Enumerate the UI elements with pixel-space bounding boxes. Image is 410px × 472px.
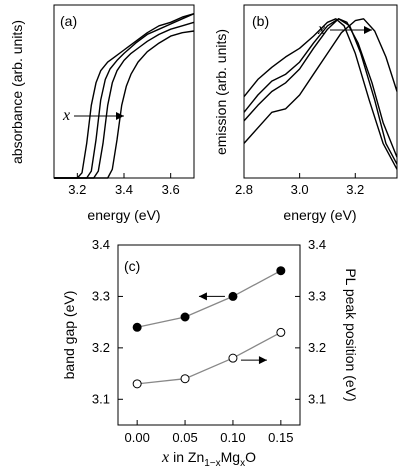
panel-a-series-0 [54,13,195,179]
panel-a-arrow-head [116,112,124,120]
panel-c-xtick-label-1: 0.05 [172,430,197,445]
panel-c-label: (c) [124,258,140,274]
panel-a-ylabel: absorbance (arb. units) [9,20,25,164]
panel-b-ylabel: emission (arb. units) [213,29,229,155]
panel-c-y2label: PL peak position (eV) [343,268,359,401]
panel-a: (a) 3.2 3.4 3.6 energy (eV) absorbance (ar… [9,4,195,223]
panel-b-series-3 [243,18,398,144]
panel-a-xtick-label-2: 3.6 [162,182,180,197]
panel-c: (c) 0.00 0.05 0.10 0.15 3.1 3.1 3.2 3.2 3.3 3.3 3.… [61,237,359,469]
panel-b-curves [243,18,398,170]
panel-c-ytick-label-left-2: 3.3 [92,288,110,303]
panel-c-point-1-3 [276,327,286,337]
panel-c-line-0 [137,270,282,328]
panel-c-series [132,266,286,389]
panel-a-xlabel: energy (eV) [87,207,160,223]
panel-c-ytick-label-left-0: 3.1 [92,391,110,406]
panel-c-arrow-head-1 [258,356,267,365]
panel-c-xlabel-sub2: x [240,458,245,469]
panel-c-xtick-label-3: 0.15 [268,430,293,445]
panel-c-arrow-head-0 [198,292,207,301]
panel-c-ytick-label-right-3: 3.4 [308,237,326,252]
panel-b-series-1 [243,18,398,165]
panel-c-point-0-2 [228,291,238,301]
panel-b-series-2 [243,18,398,158]
panel-a-x-annotation: x [62,107,70,124]
panel-b-xlabel: energy (eV) [283,207,356,223]
panel-c-ytick-label-right-1: 3.2 [308,340,326,355]
panel-a-series-3 [54,30,195,179]
panel-c-frame [117,244,301,426]
panel-c-point-1-2 [228,353,238,363]
panel-c-point-0-1 [180,312,190,322]
panel-a-xtick-label-0: 3.2 [68,182,86,197]
panel-a-xtick-label-1: 3.4 [115,182,133,197]
panel-c-xlabel-var: x [161,449,169,466]
panel-c-xlabel-post: O [245,449,256,465]
panel-b: (b) 2.8 3.0 3.2 energy (eV) emission (arb.… [213,4,398,223]
panel-c-xlabel-mid: Mg [221,449,240,465]
panel-c-xtick-label-2: 0.10 [220,430,245,445]
panel-a-frame [53,4,195,179]
panel-c-line-1 [137,331,282,385]
panel-c-xlabel: x in Zn1−xMgxO [161,449,256,469]
panel-b-xtick-label-2: 3.2 [346,182,364,197]
panel-c-xtick-label-0: 0.00 [125,430,150,445]
panel-b-xtick-label-0: 2.8 [235,182,253,197]
panel-c-ticks: 0.00 0.05 0.10 0.15 3.1 3.1 3.2 3.2 3.3 3.3 3.4 3.4 [92,237,326,445]
panel-c-point-0-0 [132,322,142,332]
panel-b-xticks: 2.8 3.0 3.2 [235,173,364,197]
panel-c-ytick-label-right-2: 3.3 [308,288,326,303]
panel-c-ytick-label-left-1: 3.2 [92,340,110,355]
panel-c-ylabel: band gap (eV) [61,291,77,380]
panel-b-arrow-head [364,26,372,34]
panel-a-xticks: 3.2 3.4 3.6 [68,173,180,197]
panel-c-ytick-label-right-0: 3.1 [308,391,326,406]
panel-c-point-1-0 [132,379,142,389]
panel-b-label: (b) [252,13,269,29]
panel-a-curves [54,13,195,179]
panel-c-point-1-1 [180,374,190,384]
panel-a-label: (a) [60,13,77,29]
panel-b-series-0 [243,18,398,170]
panel-c-point-0-3 [276,266,286,276]
panel-b-x-annotation: x [317,21,325,38]
panel-c-xlabel-pre: in Zn [173,449,204,465]
panel-a-series-1 [54,13,195,179]
panel-b-xtick-label-1: 3.0 [291,182,309,197]
panel-c-ytick-label-left-3: 3.4 [92,237,110,252]
panel-c-xlabel-sub1: 1−x [204,458,220,469]
panel-a-series-2 [54,21,195,179]
